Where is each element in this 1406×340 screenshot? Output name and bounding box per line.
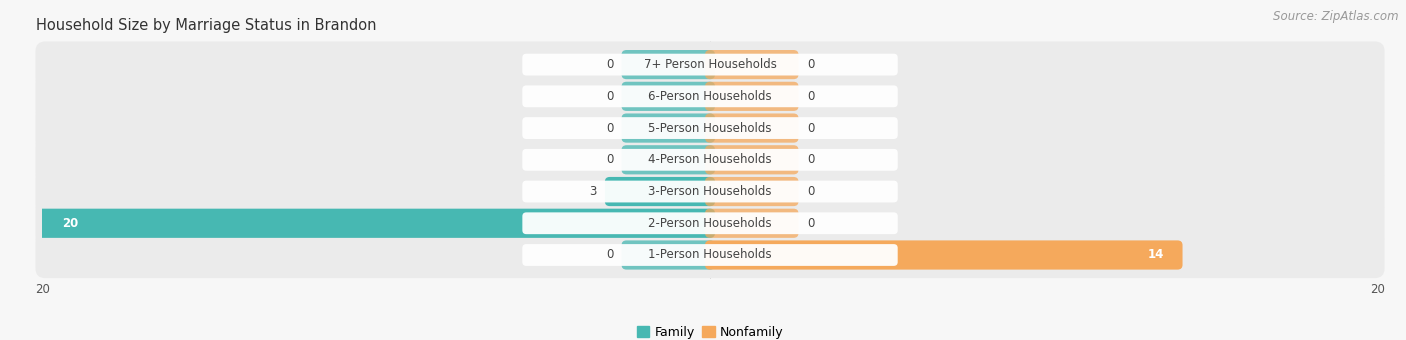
Text: 0: 0 <box>606 249 613 261</box>
FancyBboxPatch shape <box>523 85 897 107</box>
Text: 20: 20 <box>62 217 79 230</box>
Text: 7+ Person Households: 7+ Person Households <box>644 58 776 71</box>
Text: Household Size by Marriage Status in Brandon: Household Size by Marriage Status in Bra… <box>35 18 375 33</box>
Text: 0: 0 <box>807 122 814 135</box>
Text: 0: 0 <box>606 153 613 166</box>
Text: 0: 0 <box>807 185 814 198</box>
FancyBboxPatch shape <box>621 114 716 143</box>
Text: 0: 0 <box>807 153 814 166</box>
FancyBboxPatch shape <box>704 240 1182 270</box>
FancyBboxPatch shape <box>704 177 799 206</box>
FancyBboxPatch shape <box>704 82 799 111</box>
Text: Source: ZipAtlas.com: Source: ZipAtlas.com <box>1274 10 1399 23</box>
FancyBboxPatch shape <box>35 73 1385 119</box>
Text: 14: 14 <box>1147 249 1164 261</box>
Text: 6-Person Households: 6-Person Households <box>648 90 772 103</box>
FancyBboxPatch shape <box>37 209 716 238</box>
Text: 0: 0 <box>606 90 613 103</box>
FancyBboxPatch shape <box>35 200 1385 246</box>
FancyBboxPatch shape <box>523 181 897 202</box>
FancyBboxPatch shape <box>523 117 897 139</box>
Text: 0: 0 <box>807 217 814 230</box>
FancyBboxPatch shape <box>35 105 1385 151</box>
Text: 0: 0 <box>606 58 613 71</box>
FancyBboxPatch shape <box>523 212 897 234</box>
FancyBboxPatch shape <box>523 244 897 266</box>
Text: 4-Person Households: 4-Person Households <box>648 153 772 166</box>
FancyBboxPatch shape <box>621 82 716 111</box>
FancyBboxPatch shape <box>523 149 897 171</box>
Text: 1-Person Households: 1-Person Households <box>648 249 772 261</box>
FancyBboxPatch shape <box>35 137 1385 183</box>
Text: 5-Person Households: 5-Person Households <box>648 122 772 135</box>
Text: 3: 3 <box>589 185 596 198</box>
FancyBboxPatch shape <box>704 114 799 143</box>
FancyBboxPatch shape <box>704 50 799 79</box>
FancyBboxPatch shape <box>621 145 716 174</box>
FancyBboxPatch shape <box>605 177 716 206</box>
Text: 0: 0 <box>807 90 814 103</box>
FancyBboxPatch shape <box>704 145 799 174</box>
Text: 0: 0 <box>807 58 814 71</box>
FancyBboxPatch shape <box>523 54 897 75</box>
Text: 3-Person Households: 3-Person Households <box>648 185 772 198</box>
Text: 0: 0 <box>606 122 613 135</box>
FancyBboxPatch shape <box>621 240 716 270</box>
FancyBboxPatch shape <box>35 232 1385 278</box>
FancyBboxPatch shape <box>35 41 1385 88</box>
Text: 2-Person Households: 2-Person Households <box>648 217 772 230</box>
Legend: Family, Nonfamily: Family, Nonfamily <box>631 321 789 340</box>
FancyBboxPatch shape <box>704 209 799 238</box>
FancyBboxPatch shape <box>621 50 716 79</box>
FancyBboxPatch shape <box>35 168 1385 215</box>
